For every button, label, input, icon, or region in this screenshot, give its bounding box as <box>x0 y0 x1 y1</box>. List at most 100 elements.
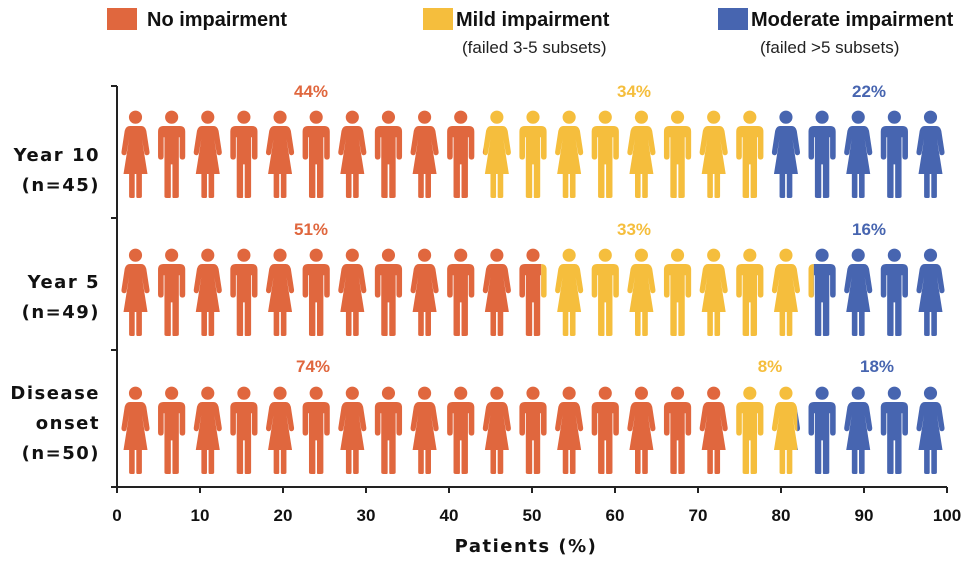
person-icon <box>302 110 330 198</box>
person-icon <box>410 386 439 474</box>
person-icon <box>338 386 367 474</box>
value-label-row3-3: 18% <box>860 357 894 376</box>
person-icon <box>374 110 403 198</box>
person-icon <box>591 110 619 198</box>
person-icon <box>699 386 728 474</box>
x-tick-label-10: 10 <box>191 506 210 525</box>
legend-sublabel-3: (failed >5 subsets) <box>760 38 899 57</box>
person-icon <box>844 386 873 474</box>
x-tick-label-80: 80 <box>772 506 791 525</box>
person-icon <box>338 110 367 198</box>
value-label-row1-3: 22% <box>852 82 886 101</box>
person-icon <box>627 248 656 336</box>
person-icon <box>410 248 439 336</box>
x-tick-label-40: 40 <box>440 506 459 525</box>
category-label-2-line2: (n=49) <box>22 302 100 323</box>
person-icon <box>482 386 511 474</box>
legend-label-3: Moderate impairment <box>751 9 954 31</box>
person-icon <box>121 386 150 474</box>
person-icon <box>555 110 584 198</box>
person-icon <box>555 248 584 336</box>
person-icon <box>230 110 258 198</box>
person-icon <box>844 110 873 198</box>
person-icon <box>916 110 945 198</box>
category-label-1-line2: (n=45) <box>22 175 100 196</box>
row-labels: Year 10 (n=45) Year 5 (n=49) Disease onset (n=… <box>10 145 100 464</box>
person-icon <box>916 386 945 474</box>
person-icon <box>591 386 619 474</box>
person-icon <box>844 248 873 336</box>
person-icon <box>121 110 150 198</box>
person-icon <box>193 386 222 474</box>
person-icon <box>880 110 908 198</box>
person-icon <box>663 386 692 474</box>
category-label-2-line1: Year 5 <box>27 272 100 293</box>
value-label-row2-1: 51% <box>294 220 328 239</box>
value-label-row3-2: 8% <box>758 357 783 376</box>
legend-label-1: No impairment <box>147 9 287 31</box>
person-icon <box>771 248 801 336</box>
person-icon <box>338 248 367 336</box>
person-icon <box>482 248 511 336</box>
person-icon <box>374 248 403 336</box>
person-icon <box>663 248 692 336</box>
person-icon <box>447 110 475 198</box>
x-tick-label-100: 100 <box>933 506 961 525</box>
person-icon <box>158 386 186 474</box>
person-icon <box>736 248 764 336</box>
legend: No impairment Mild impairment (failed 3-5 … <box>107 8 954 57</box>
person-icon <box>265 110 295 198</box>
person-icon <box>193 110 222 198</box>
row-2: 51% 33% 16% <box>121 220 945 336</box>
person-icon <box>663 110 692 198</box>
x-tick-label-20: 20 <box>274 506 293 525</box>
legend-label-2: Mild impairment <box>456 9 610 31</box>
row-1: 44% 34% 22% <box>121 82 945 198</box>
x-tick-label-70: 70 <box>689 506 708 525</box>
x-tick-label-0: 0 <box>112 506 121 525</box>
value-label-row2-3: 16% <box>852 220 886 239</box>
value-label-row1-2: 34% <box>617 82 651 101</box>
person-icon <box>627 386 656 474</box>
person-icon <box>808 386 836 474</box>
person-icon <box>447 386 475 474</box>
person-icon <box>808 110 836 198</box>
category-label-3-line3: (n=50) <box>22 443 100 464</box>
person-icon <box>447 248 475 336</box>
person-icon <box>410 110 439 198</box>
person-icon <box>302 386 330 474</box>
person-icon <box>699 248 728 336</box>
x-tick-label-30: 30 <box>357 506 376 525</box>
legend-swatch-2 <box>423 8 453 30</box>
legend-swatch-1 <box>107 8 137 30</box>
x-axis: 0 10 20 30 40 50 60 70 80 90 100 Patients (%) <box>111 85 961 557</box>
category-label-3-line2: onset <box>36 413 100 434</box>
person-icon <box>771 110 801 198</box>
person-icon <box>591 248 619 336</box>
x-axis-title: Patients (%) <box>455 536 598 557</box>
person-icon <box>736 110 764 198</box>
person-icon <box>265 248 295 336</box>
person-icon <box>374 386 403 474</box>
person-icon <box>771 386 798 474</box>
x-tick-label-50: 50 <box>523 506 542 525</box>
person-icon <box>699 110 728 198</box>
person-icon <box>158 248 186 336</box>
person-icon <box>627 110 656 198</box>
person-icon <box>193 248 222 336</box>
value-label-row1-1: 44% <box>294 82 328 101</box>
value-label-row3-1: 74% <box>296 357 330 376</box>
person-icon <box>880 248 908 336</box>
person-icon <box>230 386 258 474</box>
chart-rows: 44% 34% 22% 51% 33% 16% 74% 8% 18% <box>121 82 945 474</box>
person-icon <box>158 110 186 198</box>
row-3: 74% 8% 18% <box>121 357 945 474</box>
person-icon <box>121 248 150 336</box>
legend-sublabel-2: (failed 3-5 subsets) <box>462 38 607 57</box>
person-icon <box>483 110 511 198</box>
person-icon <box>230 248 258 336</box>
x-tick-label-60: 60 <box>606 506 625 525</box>
value-label-row2-2: 33% <box>617 220 651 239</box>
category-label-1-line1: Year 10 <box>13 145 100 166</box>
